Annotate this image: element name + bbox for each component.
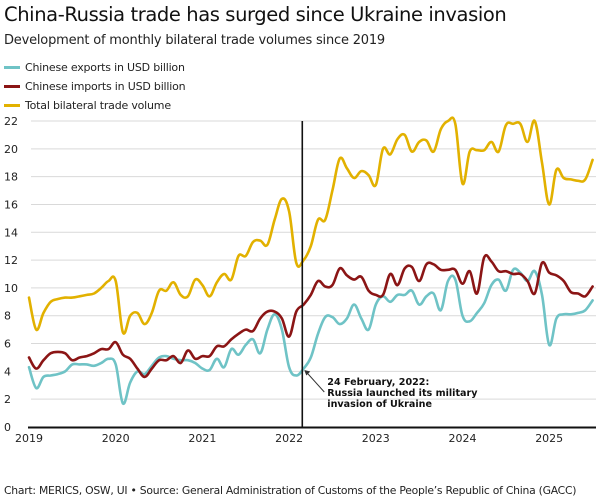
y-tick-label: 22: [4, 115, 18, 128]
annotation-text-line: 24 February, 2022:: [327, 377, 429, 388]
legend-label-imports: Chinese imports in USD billion: [25, 80, 186, 93]
series-line-imports: [27, 253, 594, 379]
series-line-total: [27, 116, 594, 335]
legend-label-total: Total bilateral trade volume: [25, 99, 171, 112]
annotation-text-line: Russia launched its military: [327, 388, 478, 399]
annotation-arrowhead: [304, 370, 311, 376]
annotation: 24 February, 2022:Russia launched its mi…: [301, 121, 478, 427]
series-line-exports: [27, 267, 594, 405]
y-tick-label: 18: [4, 171, 18, 184]
x-axis-ticks: 2019 2020 2021 2022 2023 2024 2025: [15, 432, 563, 445]
legend-swatch-exports: [4, 66, 20, 69]
x-tick-label: 2021: [188, 432, 216, 445]
series-lines: [27, 116, 594, 405]
y-tick-label: 2: [4, 393, 11, 406]
x-tick-label: 2023: [362, 432, 390, 445]
y-tick-label: 14: [4, 226, 18, 239]
y-axis-ticks: 0 2 4 6 8 10 12 14 16 18 20 22: [4, 115, 18, 434]
chart-source: Chart: MERICS, OSW, UI • Source: General…: [4, 484, 577, 497]
legend-item-exports: Chinese exports in USD billion: [4, 58, 185, 77]
legend-swatch-imports: [4, 85, 20, 88]
legend: Chinese exports in USD billion Chinese i…: [4, 58, 186, 115]
x-tick-label: 2024: [449, 432, 477, 445]
y-tick-label: 8: [4, 310, 11, 323]
chart-subtitle: Development of monthly bilateral trade v…: [4, 33, 385, 48]
y-tick-label: 6: [4, 338, 11, 351]
y-tick-label: 20: [4, 143, 18, 156]
x-tick-label: 2019: [15, 432, 43, 445]
y-tick-label: 10: [4, 282, 18, 295]
x-tick-label: 2020: [102, 432, 130, 445]
y-tick-label: 0: [4, 421, 11, 434]
legend-label-exports: Chinese exports in USD billion: [25, 61, 185, 74]
legend-swatch-total: [4, 104, 20, 107]
annotation-text-line: invasion of Ukraine: [327, 399, 432, 410]
y-tick-label: 4: [4, 365, 11, 378]
chart-title: China-Russia trade has surged since Ukra…: [4, 3, 507, 26]
legend-item-imports: Chinese imports in USD billion: [4, 77, 186, 96]
x-tick-label: 2025: [535, 432, 563, 445]
y-tick-label: 16: [4, 198, 18, 211]
legend-item-total: Total bilateral trade volume: [4, 96, 185, 115]
x-tick-label: 2022: [275, 432, 303, 445]
y-tick-label: 12: [4, 254, 18, 267]
annotation-arrow: [305, 371, 325, 393]
